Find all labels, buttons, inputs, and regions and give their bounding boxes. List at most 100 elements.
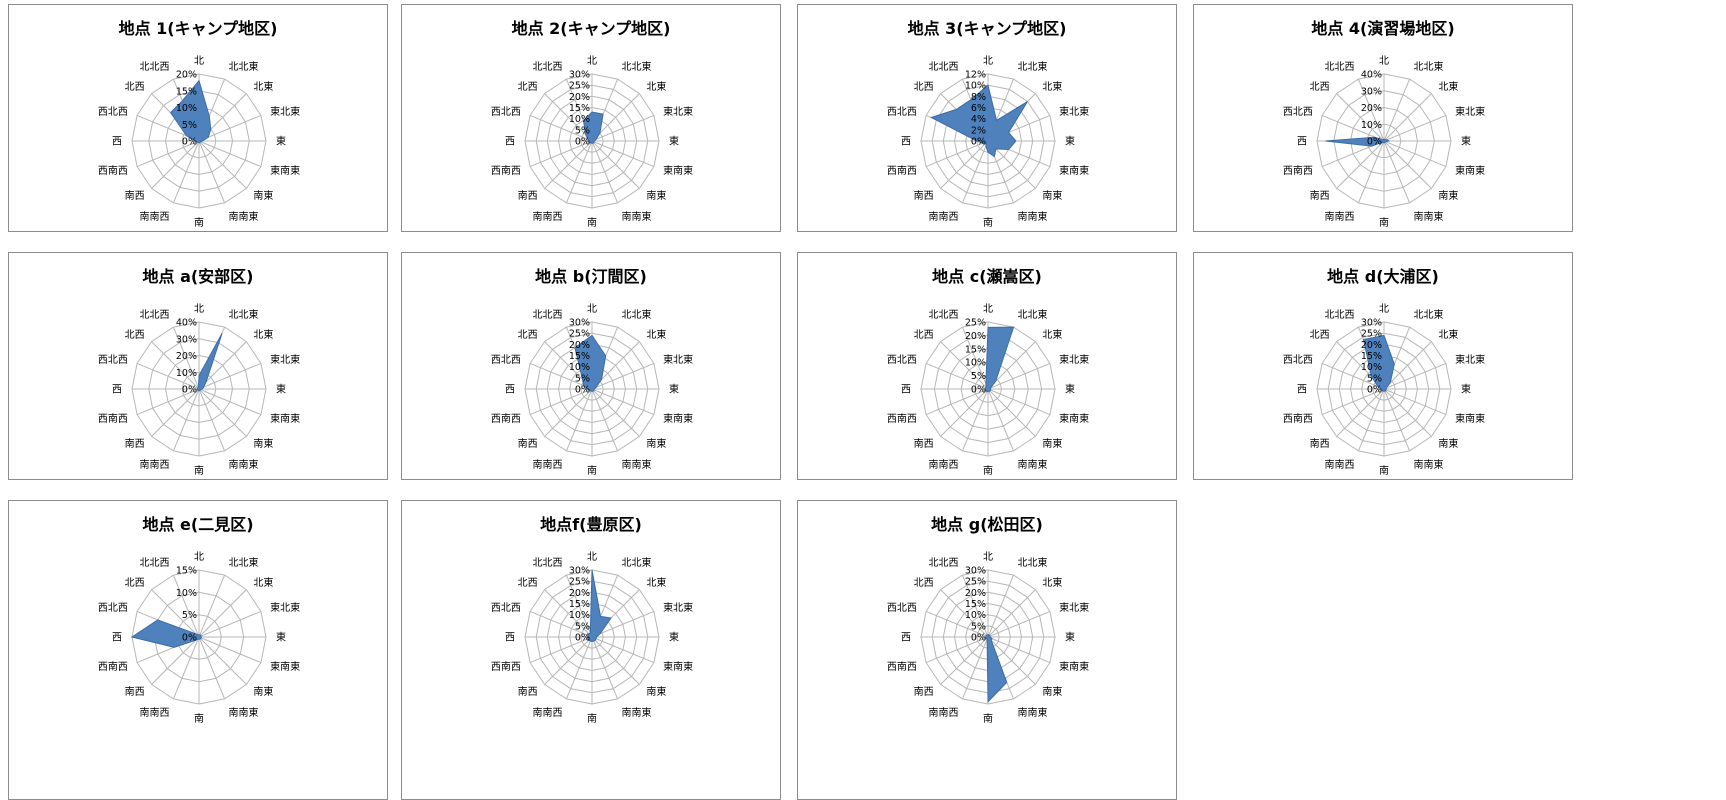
direction-label: 南西	[518, 685, 538, 698]
grid-spoke	[529, 114, 593, 142]
radar-chart-panel: 0% 5% 10% 15% 20% 25% 30% 北 北北東 北東 東北東東東南東 南東 南南東 南 南南…	[1193, 252, 1573, 480]
grid-spoke	[961, 574, 989, 638]
tick-label: 30%	[569, 566, 590, 577]
tick-label: 10%	[965, 358, 986, 369]
direction-label: 北	[587, 55, 597, 67]
grid-spoke	[198, 388, 226, 452]
grid-spoke	[198, 114, 262, 142]
direction-label: 南西	[1310, 437, 1330, 450]
grid-spoke	[136, 362, 200, 390]
direction-label: 東北東	[663, 601, 693, 614]
direction-label: 南西	[914, 685, 934, 698]
tick-label: 10%	[965, 610, 986, 621]
direction-label: 南東	[1042, 437, 1062, 450]
grid-spoke	[198, 636, 262, 664]
grid-spoke	[1336, 140, 1385, 189]
radar-chart-panel: 0% 5% 10% 15% 北 北北東 北東 東北東東東南東 南東 南南東 南 南南西 南西 西南西 西 西北…	[8, 500, 388, 800]
tick-label: 30%	[176, 334, 197, 345]
grid-spoke	[591, 636, 640, 685]
grid-spoke	[591, 388, 640, 437]
grid-spoke	[1336, 93, 1385, 142]
direction-label: 北北東	[229, 556, 259, 569]
grid-spoke	[198, 140, 262, 168]
direction-label: 南南東	[1018, 706, 1048, 719]
direction-label: 南	[983, 464, 993, 477]
direction-label: 北東	[1042, 80, 1062, 93]
direction-label: 西南西	[887, 164, 917, 177]
grid-spoke	[1383, 341, 1432, 390]
direction-label: 東北東	[270, 105, 300, 118]
chart-title: 地点 4(演習場地区)	[1311, 19, 1455, 38]
direction-label: 南南西	[1325, 458, 1355, 471]
grid-spoke	[591, 636, 619, 700]
grid-spoke	[198, 636, 226, 700]
grid-spoke	[565, 140, 593, 204]
grid-spoke	[1383, 140, 1447, 168]
series-area	[1362, 334, 1395, 392]
tick-label: 0%	[182, 385, 197, 396]
series-area	[582, 111, 604, 144]
series-area	[1325, 136, 1391, 147]
direction-label: 西北西	[491, 106, 521, 118]
direction-label: 東南東	[663, 164, 693, 177]
tick-label: 30%	[1361, 318, 1382, 329]
chart-title: 地点 c(瀬嵩区)	[932, 267, 1042, 286]
direction-label: 西	[505, 137, 515, 148]
chart-title: 地点 e(二見区)	[142, 515, 254, 534]
tick-label: 0%	[182, 633, 197, 644]
grid-spoke	[151, 589, 200, 638]
grid-spoke	[172, 636, 200, 700]
tick-label: 20%	[569, 588, 590, 599]
tick-label: 0%	[971, 633, 986, 644]
tick-label: 0%	[575, 633, 590, 644]
grid-spoke	[940, 388, 989, 437]
tick-label: 20%	[1361, 103, 1382, 114]
series-area	[169, 79, 212, 144]
direction-label: 北北東	[1018, 556, 1048, 569]
tick-label: 10%	[176, 368, 197, 379]
direction-label: 東北東	[663, 105, 693, 118]
direction-label: 南西	[125, 437, 145, 450]
direction-label: 南南東	[622, 210, 652, 223]
direction-label: 東	[669, 631, 679, 644]
direction-label: 東北東	[1059, 601, 1089, 614]
direction-label: 北東	[253, 80, 273, 93]
direction-label: 東北東	[663, 353, 693, 366]
tick-label: 2%	[971, 125, 986, 136]
grid-spoke	[565, 636, 593, 700]
direction-label: 東南東	[1059, 164, 1089, 177]
direction-label: 北北東	[1414, 308, 1444, 321]
grid-spoke	[987, 636, 1051, 664]
grid-spoke	[544, 93, 593, 142]
grid-spoke	[987, 388, 1051, 416]
tick-label: 0%	[182, 137, 197, 148]
tick-label: 30%	[965, 566, 986, 577]
grid-spoke	[198, 388, 262, 416]
tick-label: 10%	[176, 103, 197, 114]
direction-label: 南南西	[929, 706, 959, 719]
grid-spoke	[544, 388, 593, 437]
direction-label: 北	[983, 551, 993, 563]
grid-spoke	[136, 388, 200, 416]
tick-label: 10%	[569, 610, 590, 621]
direction-label: 北北西	[140, 309, 170, 321]
direction-label: 西南西	[887, 660, 917, 673]
direction-label: 東	[276, 135, 286, 148]
tick-label: 25%	[569, 329, 590, 340]
grid-spoke	[1383, 78, 1411, 142]
tick-label: 20%	[569, 92, 590, 103]
chart-title: 地点 1(キャンプ地区)	[118, 19, 278, 38]
radar-chart-panel: 0% 2% 4% 6% 8% 10% 12% 北 北北東 北東 東北東東東南東 南東 南南東 南 南南西 南西…	[797, 4, 1177, 232]
direction-label: 南南西	[533, 210, 563, 223]
direction-label: 南南東	[622, 706, 652, 719]
grid-spoke	[1383, 388, 1432, 437]
direction-label: 北北東	[229, 60, 259, 73]
direction-label: 南西	[125, 685, 145, 698]
direction-label: 東南東	[1059, 660, 1089, 673]
direction-label: 南南東	[1018, 458, 1048, 471]
series-area	[985, 634, 1008, 704]
